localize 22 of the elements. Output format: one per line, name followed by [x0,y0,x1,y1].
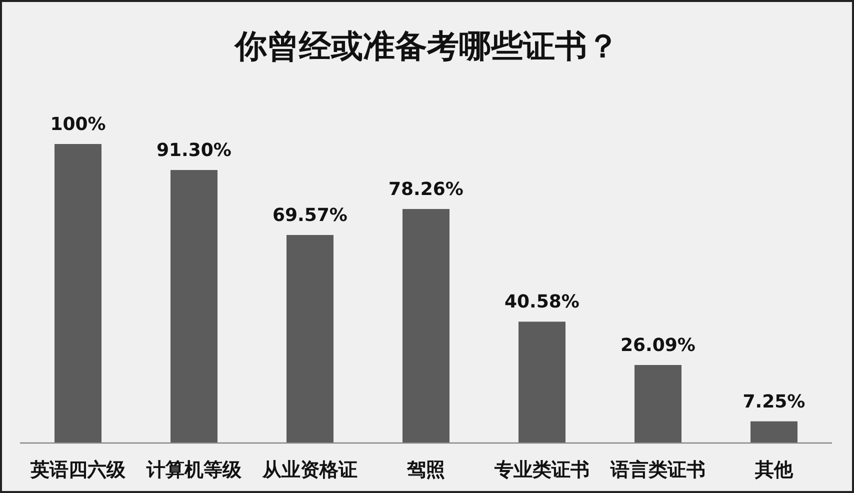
data-label: 69.57% [272,204,348,226]
bar [750,421,798,443]
data-label: 78.26% [388,179,464,200]
data-label: 100% [50,114,106,135]
data-label: 91.30% [156,140,232,162]
bar [402,209,450,443]
bar [170,170,218,443]
bar [518,322,566,443]
x-tick-label: 语言类证书 [610,459,706,481]
x-tick-label: 驾照 [406,459,445,481]
data-label: 7.25% [742,391,806,412]
chart-title: 你曾经或准备考哪些证书？ [233,27,619,65]
data-label: 40.58% [504,292,580,313]
x-tick-label: 其他 [754,459,794,481]
bar [54,144,102,443]
data-label: 26.09% [620,334,696,356]
x-tick-label: 英语四六级 [30,459,126,481]
x-tick-label: 专业类证书 [494,459,590,481]
bar [286,234,334,443]
bar [634,364,682,443]
x-tick-label: 计算机等级 [146,459,242,481]
x-tick-label: 从业资格证 [262,459,358,481]
